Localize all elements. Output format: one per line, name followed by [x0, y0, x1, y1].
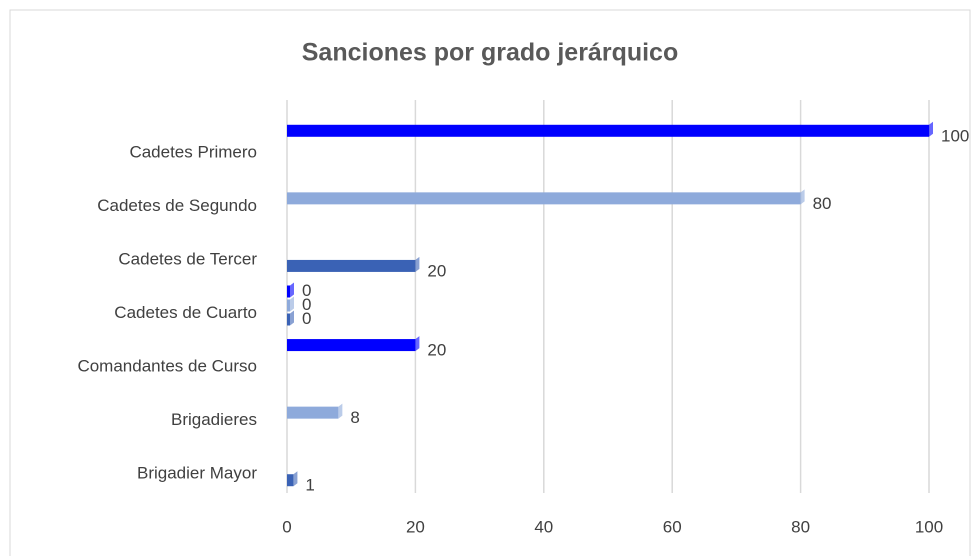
y-tick-label: Cadetes Primero — [129, 142, 257, 161]
x-tick-label: 0 — [282, 517, 291, 536]
bar — [287, 406, 339, 419]
y-tick-label: Brigadier Mayor — [137, 464, 257, 483]
x-tick-label: 60 — [663, 517, 682, 536]
data-label: 20 — [427, 261, 446, 280]
y-tick-label: Cadetes de Cuarto — [114, 303, 257, 322]
bar — [287, 192, 801, 205]
bar-side — [415, 256, 420, 272]
data-label: 0 — [302, 309, 311, 328]
data-label: 8 — [350, 408, 359, 427]
bar — [287, 474, 294, 487]
bar — [287, 313, 290, 326]
bar — [287, 259, 416, 272]
bar-side — [290, 296, 294, 312]
data-label: 20 — [427, 341, 446, 360]
data-label: 1 — [305, 476, 314, 495]
data-label: 0 — [302, 295, 311, 314]
bar-side — [415, 336, 420, 352]
bar-side — [929, 121, 933, 137]
y-tick-label: Brigadieres — [171, 410, 257, 429]
y-tick-label: Comandantes de Curso — [77, 357, 257, 376]
x-tick-label: 20 — [406, 517, 425, 536]
data-label: 80 — [813, 194, 832, 213]
x-tick-label: 40 — [534, 517, 553, 536]
bar — [287, 339, 416, 352]
chart-border — [9, 9, 971, 556]
bar-side — [800, 189, 805, 205]
chart-title: Sanciones por grado jerárquico — [302, 39, 678, 67]
bar — [287, 285, 290, 298]
x-tick-label: 80 — [791, 517, 810, 536]
bar — [287, 124, 929, 137]
y-tick-label: Cadetes de Segundo — [97, 196, 257, 215]
bar-side — [290, 310, 294, 326]
bar-side — [338, 403, 343, 419]
bar-side — [293, 471, 298, 487]
bar — [287, 299, 290, 312]
data-label: 100 — [941, 126, 969, 145]
y-tick-label: Cadetes de Tercer — [118, 249, 257, 268]
bar-side — [290, 282, 294, 298]
x-tick-label: 100 — [915, 517, 943, 536]
data-label: 0 — [302, 281, 311, 300]
